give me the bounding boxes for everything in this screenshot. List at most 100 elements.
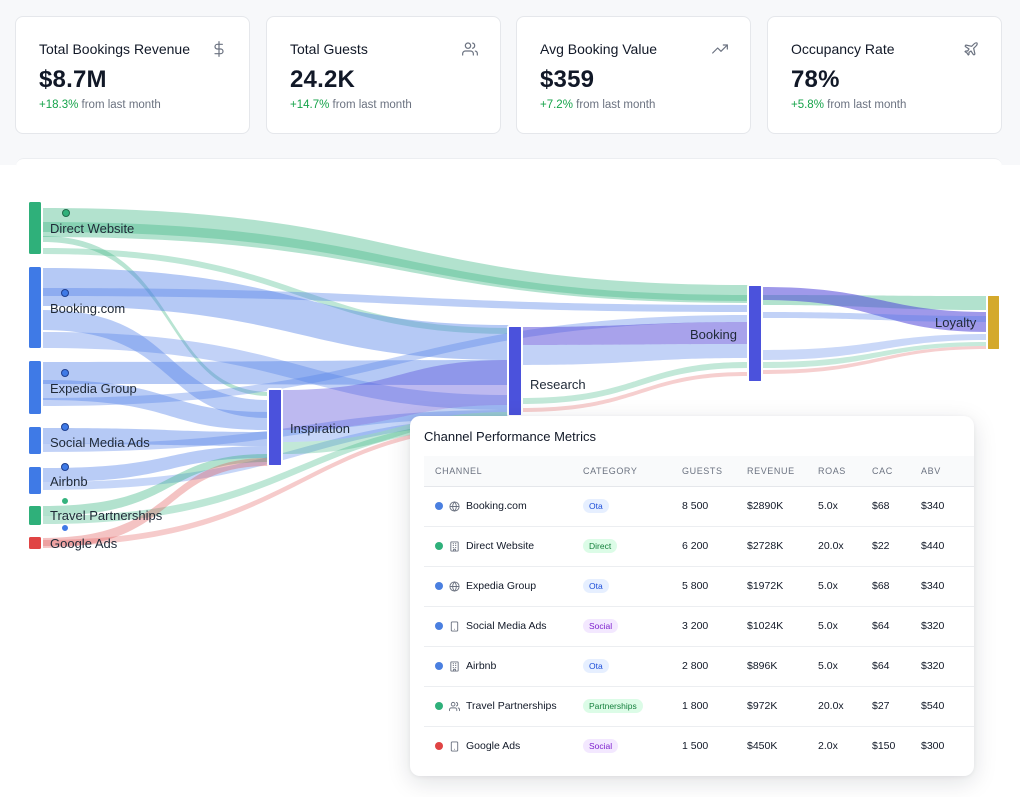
cell-channel: Expedia Group (424, 566, 583, 607)
column-header-channel[interactable]: Channel (424, 456, 583, 487)
sankey-link[interactable] (43, 332, 509, 410)
channel-metrics-card: Channel Performance Metrics Channel Cate… (410, 416, 974, 776)
stat-change-suffix: from last month (576, 99, 656, 111)
building-icon (449, 661, 460, 672)
cell-channel: Travel Partnerships (424, 686, 583, 727)
sankey-node-travel-partnerships[interactable] (29, 506, 41, 525)
category-badge: Partnerships (583, 699, 643, 713)
sankey-node-research[interactable] (507, 325, 523, 417)
column-header-category[interactable]: Category (583, 456, 682, 487)
sankey-link[interactable] (43, 310, 268, 418)
sankey-link[interactable] (283, 405, 509, 442)
stat-change: +14.7% from last month (290, 99, 477, 111)
cell-cac: $64 (872, 606, 921, 647)
channel-color-dot (435, 622, 443, 631)
sankey-link[interactable] (43, 288, 748, 312)
sankey-node-direct-website[interactable] (29, 202, 41, 254)
sankey-link[interactable] (43, 360, 509, 385)
stat-card-revenue: Total Bookings Revenue $8.7M +18.3% from… (15, 16, 250, 134)
sankey-link[interactable] (283, 360, 509, 430)
cell-guests: 5 800 (682, 566, 747, 607)
sankey-link[interactable] (43, 380, 268, 430)
sankey-link[interactable] (522, 322, 748, 345)
cell-roas: 5.0x (818, 606, 872, 647)
stat-value: $359 (540, 66, 595, 93)
sankey-link[interactable] (43, 222, 748, 301)
sankey-node-booking[interactable] (747, 284, 763, 383)
column-header-roas[interactable]: ROAS (818, 456, 872, 487)
stat-card-guests: Total Guests 24.2K +14.7% from last mont… (266, 16, 501, 134)
channel-name: Google Ads (466, 740, 521, 753)
sankey-node-loyalty[interactable] (986, 294, 1001, 351)
column-header-cac[interactable]: CAC (872, 456, 921, 487)
table-row[interactable]: Google Ads Social 1 500 $450K 2.0x $150 $300 (424, 726, 974, 766)
label-dot (61, 423, 69, 431)
stat-change: +5.8% from last month (791, 99, 978, 111)
cell-cac: $22 (872, 526, 921, 567)
sankey-node-booking-com[interactable] (29, 267, 41, 348)
table-row[interactable]: Expedia Group Ota 5 800 $1972K 5.0x $68 $340 (424, 566, 974, 607)
sankey-link[interactable] (43, 454, 268, 516)
source-label: Airbnb (50, 474, 88, 489)
stage-label: Inspiration (290, 421, 350, 436)
sankey-link[interactable] (43, 428, 268, 446)
sankey-node-inspiration[interactable] (267, 388, 283, 467)
sankey-labels: Direct Website Booking.com Expedia Group… (50, 221, 977, 551)
cell-guests: 8 500 (682, 486, 747, 527)
cell-revenue: $1972K (747, 566, 818, 607)
globe-icon (449, 501, 460, 512)
sankey-link[interactable] (762, 334, 988, 360)
table-row[interactable]: Airbnb Ota 2 800 $896K 5.0x $64 $320 (424, 646, 974, 687)
sankey-link[interactable] (43, 458, 268, 548)
table-row[interactable]: Travel Partnerships Partnerships 1 800 $972… (424, 686, 974, 727)
stat-change-suffix: from last month (332, 99, 412, 111)
source-label: Booking.com (50, 301, 125, 316)
sankey-link[interactable] (762, 287, 988, 332)
cell-category: Partnerships (583, 686, 682, 727)
column-header-abv[interactable]: ABV (921, 456, 974, 487)
column-header-revenue[interactable]: Revenue (747, 456, 818, 487)
table-row[interactable]: Booking.com Ota 8 500 $2890K 5.0x $68 $340 (424, 486, 974, 527)
cell-revenue: $1024K (747, 606, 818, 647)
sankey-node-expedia-group[interactable] (29, 361, 41, 414)
table-row[interactable]: Direct Website Direct 6 200 $2728K 20.0x $22 $… (424, 526, 974, 567)
sankey-link[interactable] (762, 342, 988, 368)
column-header-guests[interactable]: Guests (682, 456, 747, 487)
metrics-table: Channel Category Guests Revenue ROAS CAC… (424, 456, 974, 766)
cell-channel: Social Media Ads (424, 606, 583, 647)
stage-label: Booking (690, 327, 737, 342)
channel-name: Airbnb (466, 660, 497, 672)
label-dot (61, 289, 69, 297)
sankey-link[interactable] (762, 346, 988, 374)
source-label: Social Media Ads (50, 435, 150, 450)
sankey-link[interactable] (522, 372, 748, 412)
stat-change: +18.3% from last month (39, 99, 226, 111)
table-row[interactable]: Social Media Ads Social 3 200 $1024K 5.0x $64… (424, 606, 974, 647)
cell-category: Ota (583, 566, 682, 607)
cell-revenue: $2890K (747, 486, 818, 527)
source-label: Expedia Group (50, 381, 137, 396)
category-badge: Ota (583, 659, 609, 673)
sankey-link[interactable] (43, 268, 509, 360)
sankey-node-social-media-ads[interactable] (29, 427, 41, 454)
sankey-link[interactable] (283, 412, 509, 454)
stat-change-suffix: from last month (81, 99, 161, 111)
sankey-link[interactable] (522, 344, 748, 365)
sankey-link[interactable] (522, 362, 748, 404)
sankey-link[interactable] (43, 446, 268, 482)
cell-channel: Booking.com (424, 486, 583, 527)
cell-cac: $150 (872, 740, 896, 753)
cell-abv: $540 (921, 686, 974, 727)
sankey-link[interactable] (43, 315, 748, 406)
cell-abv: $440 (921, 526, 974, 567)
sankey-link[interactable] (43, 208, 748, 303)
sankey-node-airbnb[interactable] (29, 467, 41, 494)
cell-roas: 5.0x (818, 486, 872, 527)
category-badge: Ota (583, 499, 609, 513)
sankey-link[interactable] (762, 312, 988, 322)
users-icon (449, 701, 460, 712)
cell-guests: 1 800 (682, 686, 747, 727)
stat-card-avg-booking: Avg Booking Value $359 +7.2% from last m… (516, 16, 751, 134)
cell-guests: 1 500 (682, 740, 709, 753)
sankey-node-google-ads[interactable] (29, 537, 41, 549)
